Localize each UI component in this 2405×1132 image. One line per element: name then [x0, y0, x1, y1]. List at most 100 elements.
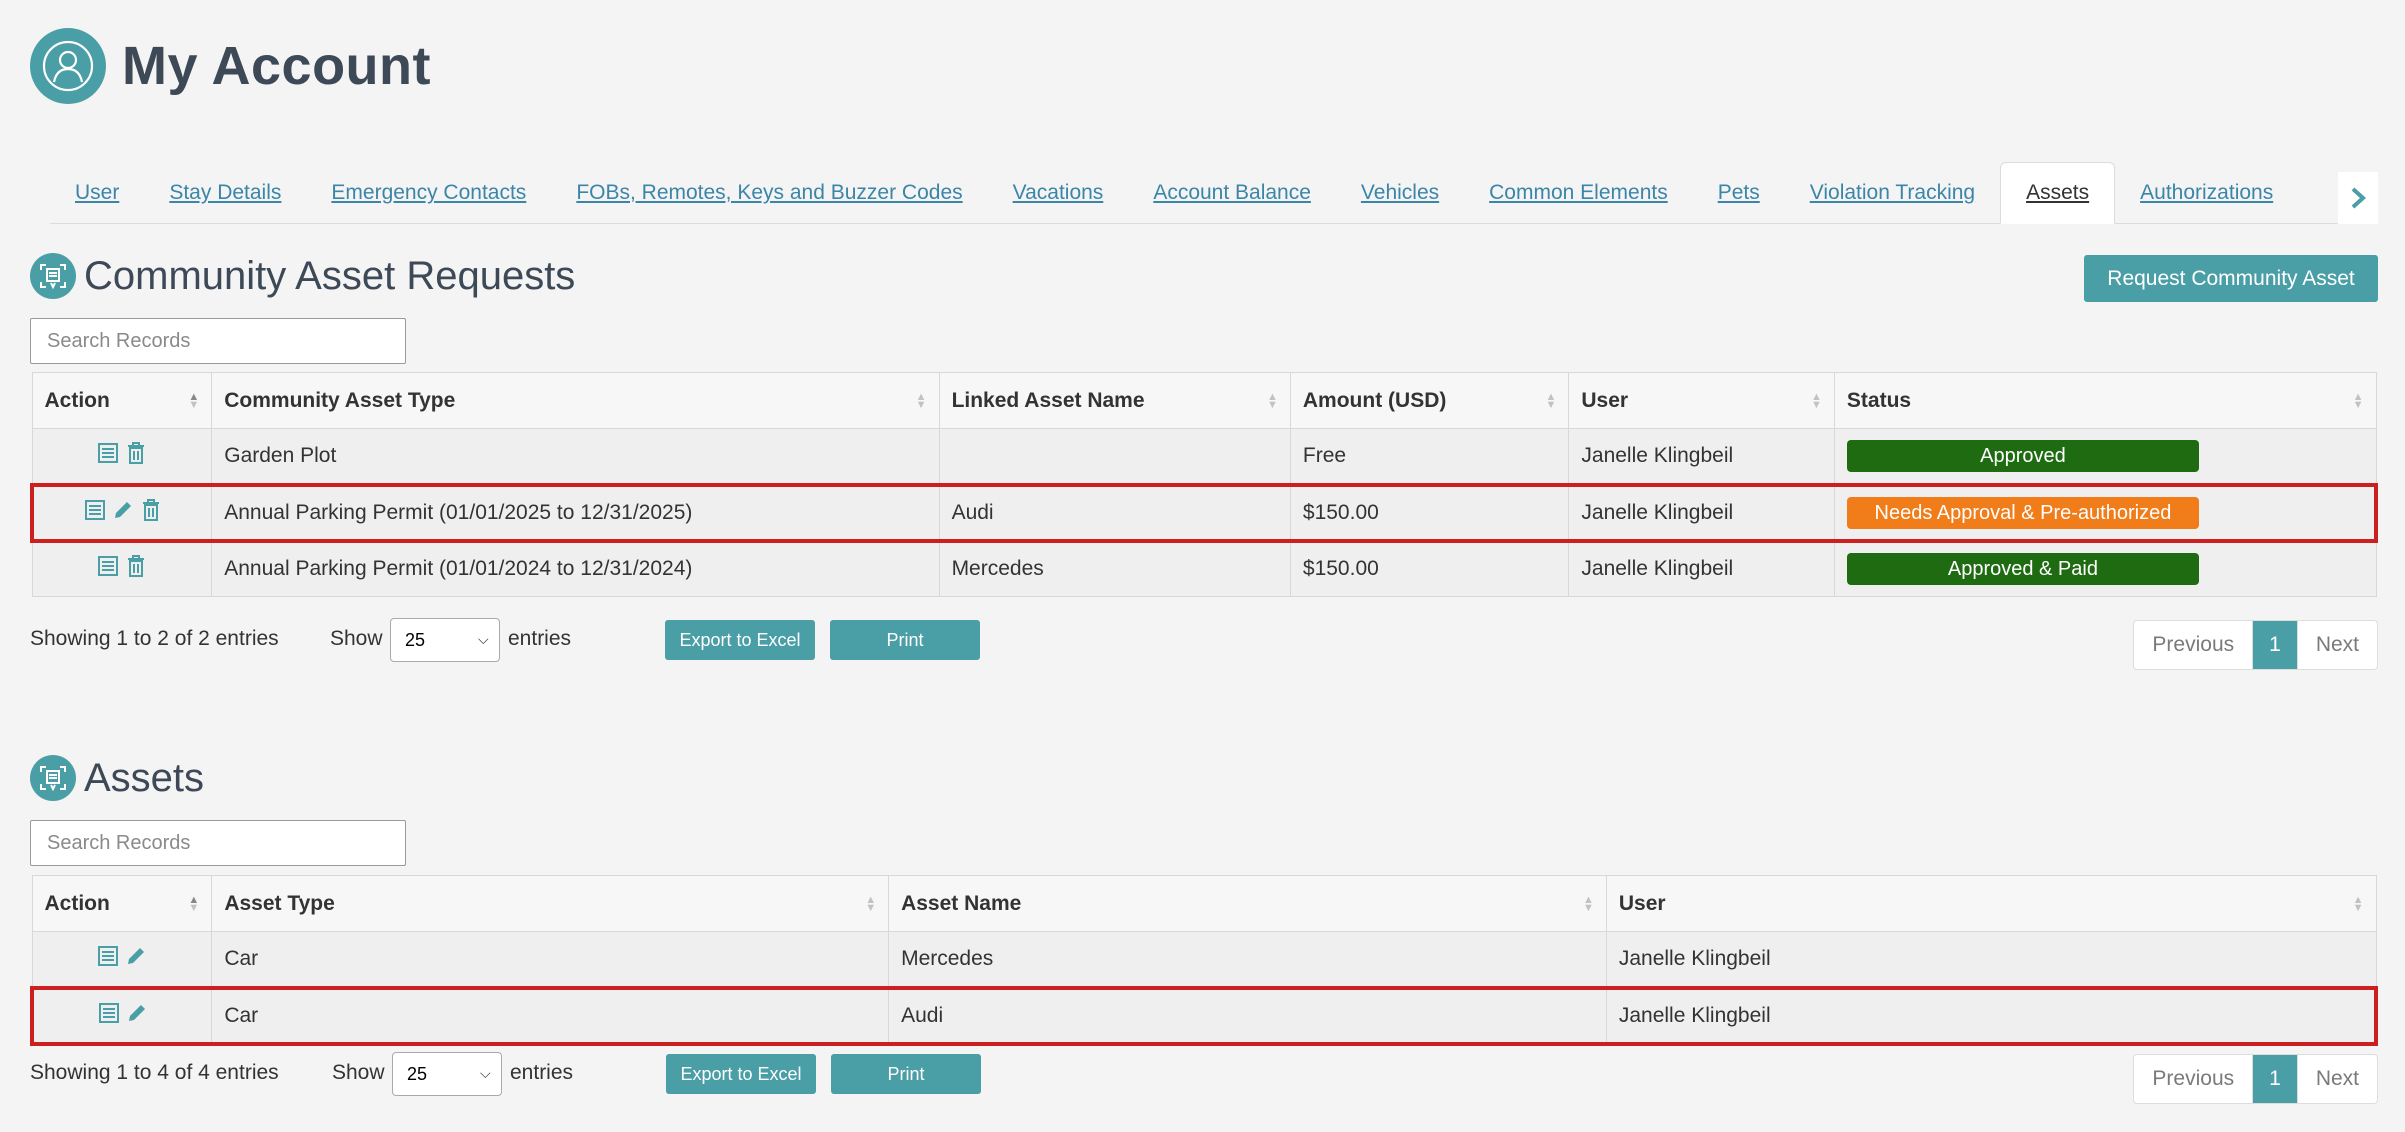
assets-section-header: Assets: [30, 755, 204, 801]
entries-label: entries: [508, 627, 572, 650]
action-cell: [30, 985, 213, 1046]
requests-table: Action ▲ ▼ Community Asset Type ▲ ▼ Linked A…: [30, 372, 2378, 597]
col-header-linked-asset-name[interactable]: Linked Asset Name ▲ ▼: [938, 372, 1291, 429]
tab-common-elements[interactable]: Common Elements: [1489, 181, 1668, 204]
requests-search-input[interactable]: [30, 318, 406, 364]
tab-assets[interactable]: Assets: [2000, 162, 2116, 224]
table-row: Annual Parking Permit (01/01/2025 to 12/…: [30, 482, 2378, 543]
requests-table-footer: Showing 1 to 2 of 2 entries Show 25 ⌵ en…: [30, 616, 2378, 670]
show-label: Show: [330, 627, 383, 650]
trash-icon[interactable]: [125, 554, 147, 584]
table-row: Car Audi Janelle Klingbeil: [30, 985, 2378, 1046]
trash-icon[interactable]: [140, 498, 162, 528]
tab-emergency-contacts[interactable]: Emergency Contacts: [331, 181, 527, 204]
pagination-next[interactable]: Next: [2296, 621, 2377, 669]
tab-fobs-remotes-keys[interactable]: FOBs, Remotes, Keys and Buzzer Codes: [576, 181, 963, 204]
view-details-icon[interactable]: [84, 499, 106, 527]
view-details-icon[interactable]: [97, 555, 119, 583]
assets-entries-info: Showing 1 to 4 of 4 entries: [30, 1061, 279, 1084]
print-button[interactable]: Print: [830, 620, 980, 660]
page-size-select[interactable]: 25: [392, 1052, 502, 1096]
tab-violation-tracking[interactable]: Violation Tracking: [1809, 181, 1976, 204]
view-details-icon[interactable]: [97, 945, 119, 973]
status-badge: Needs Approval & Pre-authorized: [1846, 496, 2199, 529]
assets-table-footer: Showing 1 to 4 of 4 entries Show 25 ⌵ en…: [30, 1050, 2378, 1104]
amount-cell: Free: [1289, 428, 1570, 485]
edit-icon[interactable]: [126, 1002, 148, 1030]
col-header-user[interactable]: User ▲ ▼: [1605, 875, 2377, 932]
action-cell: [31, 540, 213, 597]
view-details-icon[interactable]: [98, 1002, 120, 1030]
tab-vehicles[interactable]: Vehicles: [1360, 181, 1440, 204]
status-badge: Approved: [1846, 439, 2199, 472]
linked-asset-name-cell: Mercedes: [938, 540, 1291, 597]
user-cell: Janelle Klingbeil: [1568, 482, 1835, 543]
sort-icon: ▲ ▼: [865, 893, 877, 914]
asset-type-cell: Car: [211, 985, 890, 1046]
table-row: Car Mercedes Janelle Klingbeil: [31, 931, 2377, 988]
col-header-community-asset-type[interactable]: Community Asset Type ▲ ▼: [211, 372, 940, 429]
view-details-icon[interactable]: [97, 442, 119, 470]
action-cell: [30, 482, 213, 543]
assets-pagination: Previous 1 Next: [2133, 1054, 2378, 1104]
table-header-row: Action ▲ ▼ Community Asset Type ▲ ▼ Linked A…: [31, 372, 2377, 429]
requests-entries-info: Showing 1 to 2 of 2 entries: [30, 627, 279, 650]
user-cell: Janelle Klingbeil: [1605, 931, 2377, 988]
show-label: Show: [332, 1061, 385, 1084]
col-header-action[interactable]: Action ▲ ▼: [31, 372, 213, 429]
amount-cell: $150.00: [1289, 540, 1570, 597]
linked-asset-name-cell: [938, 428, 1291, 485]
status-cell: Approved: [1833, 428, 2377, 485]
tab-scroll-right-button[interactable]: [2338, 172, 2378, 224]
sort-icon: ▲ ▼: [188, 893, 200, 914]
print-button[interactable]: Print: [831, 1054, 981, 1094]
sort-icon: ▲ ▼: [2352, 390, 2364, 411]
pagination-previous[interactable]: Previous: [2134, 621, 2254, 669]
status-cell: Needs Approval & Pre-authorized: [1833, 482, 2378, 543]
tab-authorizations[interactable]: Authorizations: [2140, 181, 2274, 204]
asset-type-cell: Car: [211, 931, 890, 988]
pagination-page-1[interactable]: 1: [2253, 621, 2297, 669]
chevron-right-icon: [2351, 187, 2366, 209]
col-header-asset-name[interactable]: Asset Name ▲ ▼: [888, 875, 1607, 932]
tab-pets[interactable]: Pets: [1717, 181, 1760, 204]
table-row: Garden Plot Free Janelle Klingbeil Approved: [31, 428, 2377, 485]
asset-icon: [30, 755, 76, 801]
pagination-previous[interactable]: Previous: [2134, 1055, 2254, 1103]
status-badge: Approved & Paid: [1846, 553, 2199, 586]
asset-name-cell: Mercedes: [888, 931, 1607, 988]
export-to-excel-button[interactable]: Export to Excel: [665, 620, 815, 660]
tab-vacations[interactable]: Vacations: [1012, 181, 1104, 204]
entries-label: entries: [510, 1061, 574, 1084]
col-header-status[interactable]: Status ▲ ▼: [1833, 372, 2377, 429]
user-cell: Janelle Klingbeil: [1568, 540, 1835, 597]
export-to-excel-button[interactable]: Export to Excel: [666, 1054, 816, 1094]
edit-icon[interactable]: [125, 945, 147, 973]
assets-search-input[interactable]: [30, 820, 406, 866]
user-cell: Janelle Klingbeil: [1568, 428, 1835, 485]
col-header-amount[interactable]: Amount (USD) ▲ ▼: [1289, 372, 1570, 429]
col-header-user[interactable]: User ▲ ▼: [1568, 372, 1835, 429]
table-header-row: Action ▲ ▼ Asset Type ▲ ▼ Asset Name ▲ ▼ User ▲…: [31, 875, 2377, 932]
edit-icon[interactable]: [112, 499, 134, 527]
sort-icon: ▲ ▼: [188, 390, 200, 411]
col-header-action[interactable]: Action ▲ ▼: [31, 875, 213, 932]
trash-icon[interactable]: [125, 441, 147, 471]
sort-icon: ▲ ▼: [1811, 390, 1822, 411]
requests-section-header: Community Asset Requests: [30, 253, 575, 299]
tab-account-balance[interactable]: Account Balance: [1153, 181, 1311, 204]
community-asset-type-cell: Annual Parking Permit (01/01/2024 to 12/…: [211, 540, 940, 597]
status-cell: Approved & Paid: [1833, 540, 2377, 597]
sort-icon: ▲ ▼: [2352, 893, 2364, 914]
sort-icon: ▲ ▼: [1267, 390, 1278, 411]
request-community-asset-button[interactable]: Request Community Asset: [2084, 255, 2378, 302]
user-cell: Janelle Klingbeil: [1605, 985, 2378, 1046]
tab-user[interactable]: User: [75, 181, 120, 204]
page-size-select[interactable]: 25: [390, 618, 500, 662]
pagination-next[interactable]: Next: [2296, 1055, 2377, 1103]
tab-stay-details[interactable]: Stay Details: [169, 181, 282, 204]
pagination-page-1[interactable]: 1: [2253, 1055, 2297, 1103]
col-header-asset-type[interactable]: Asset Type ▲ ▼: [211, 875, 890, 932]
amount-cell: $150.00: [1289, 482, 1570, 543]
page-header: My Account: [30, 28, 431, 104]
